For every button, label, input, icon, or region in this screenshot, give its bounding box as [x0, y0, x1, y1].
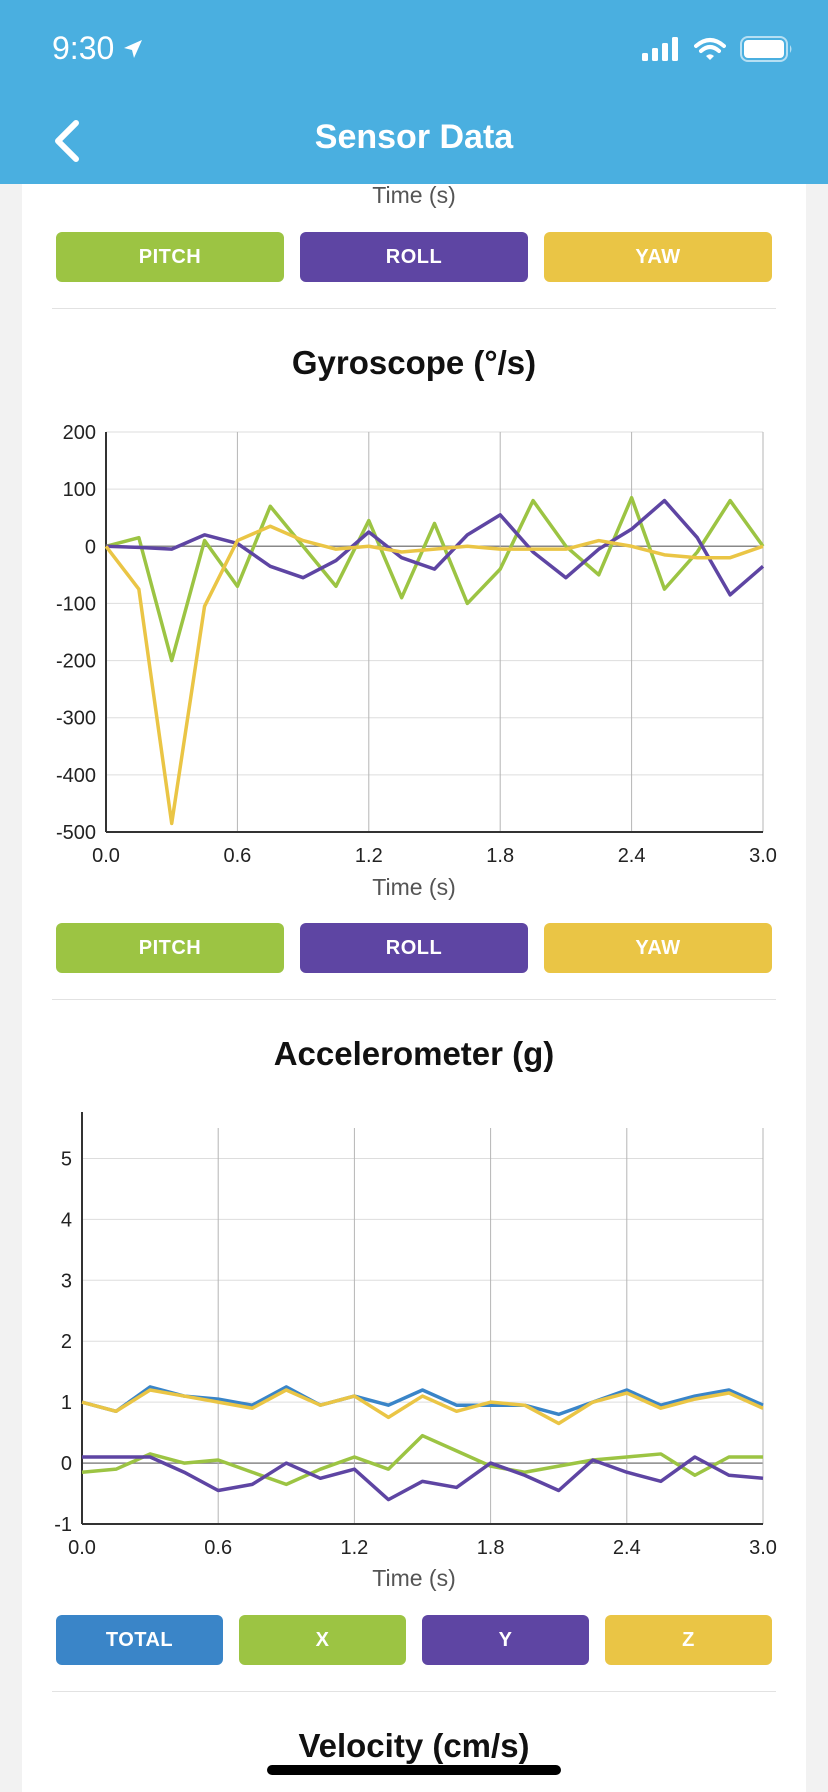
- app-header: 9:30 Sensor Data: [0, 0, 828, 184]
- series-line-yaw: [104, 524, 764, 826]
- y-tick-label: -500: [56, 822, 96, 844]
- accel-chart-title: Accelerometer (g): [273, 1035, 555, 1072]
- yaw-button[interactable]: YAW: [544, 923, 772, 973]
- gyro-xlabel: Time (s): [372, 874, 456, 900]
- status-icons: [642, 36, 794, 62]
- y-tick-label: -1: [54, 1514, 72, 1536]
- series-line-total: [81, 1385, 764, 1417]
- x-tick-label: 3.0: [749, 845, 777, 867]
- x-tick-label: 0.0: [92, 845, 120, 867]
- y-tick-label: 200: [63, 422, 96, 444]
- accel-xlabel: Time (s): [372, 1565, 456, 1591]
- x-tick-label: 2.4: [618, 845, 646, 867]
- y-button[interactable]: Y: [422, 1615, 589, 1665]
- series-line-z: [81, 1388, 764, 1426]
- prev-chart-xlabel: Time (s): [372, 182, 456, 208]
- divider: [52, 999, 776, 1000]
- prev-pitch-button[interactable]: PITCH: [56, 232, 284, 282]
- gyro-legend-buttons: PITCH ROLL YAW: [56, 923, 772, 973]
- x-tick-label: 1.2: [355, 845, 383, 867]
- x-tick-label: 0.0: [68, 1537, 96, 1559]
- z-button[interactable]: Z: [605, 1615, 772, 1665]
- x-tick-label: 1.8: [486, 845, 514, 867]
- y-tick-label: -300: [56, 708, 96, 730]
- series-line-y: [82, 1455, 764, 1502]
- y-tick-label: 3: [61, 1270, 72, 1292]
- location-arrow-icon: [124, 39, 143, 58]
- home-indicator[interactable]: [267, 1765, 561, 1775]
- chevron-left-icon: [55, 120, 79, 162]
- pitch-button[interactable]: PITCH: [56, 923, 284, 973]
- wifi-icon: [694, 38, 726, 60]
- divider: [52, 308, 776, 309]
- prev-yaw-button[interactable]: YAW: [544, 232, 772, 282]
- accel-chart: 5 4 3 2 1 0 -10.0 0.6 1.2 1.8 2.4 3.0: [54, 1112, 777, 1559]
- velocity-chart-title: Velocity (cm/s): [298, 1727, 530, 1764]
- accel-legend-buttons: TOTAL X Y Z: [56, 1615, 772, 1665]
- back-button[interactable]: [46, 118, 86, 164]
- series-line-roll: [105, 498, 765, 597]
- y-tick-label: 100: [63, 479, 96, 501]
- divider: [52, 1691, 776, 1692]
- y-tick-label: 0: [85, 536, 96, 558]
- y-tick-label: -200: [56, 651, 96, 673]
- y-tick-label: 2: [61, 1331, 72, 1353]
- page-title: Sensor Data: [314, 118, 514, 156]
- y-tick-label: 1: [61, 1392, 72, 1414]
- x-tick-label: 3.0: [749, 1537, 777, 1559]
- y-tick-label: -100: [56, 593, 96, 615]
- prev-chart-legend-buttons: PITCH ROLL YAW: [56, 232, 772, 282]
- y-tick-label: -400: [56, 765, 96, 787]
- prev-roll-button[interactable]: ROLL: [300, 232, 528, 282]
- gyro-chart-title: Gyroscope (°/s): [291, 344, 537, 381]
- x-tick-label: 1.2: [340, 1537, 368, 1559]
- signal-icon: [642, 37, 678, 61]
- total-button[interactable]: TOTAL: [56, 1615, 223, 1665]
- battery-icon: [740, 36, 792, 62]
- y-tick-label: 5: [61, 1148, 72, 1170]
- series-line-x: [81, 1433, 763, 1487]
- x-tick-label: 1.8: [477, 1537, 505, 1559]
- status-time: 9:30: [52, 30, 144, 67]
- roll-button[interactable]: ROLL: [300, 923, 528, 973]
- x-tick-label: 2.4: [613, 1537, 641, 1559]
- x-tick-label: 0.6: [204, 1537, 232, 1559]
- status-time-text: 9:30: [52, 30, 115, 66]
- y-tick-label: 4: [61, 1209, 72, 1231]
- x-button[interactable]: X: [239, 1615, 406, 1665]
- y-tick-label: 0: [61, 1453, 72, 1475]
- x-tick-label: 0.6: [223, 845, 251, 867]
- series-line-pitch: [105, 495, 765, 663]
